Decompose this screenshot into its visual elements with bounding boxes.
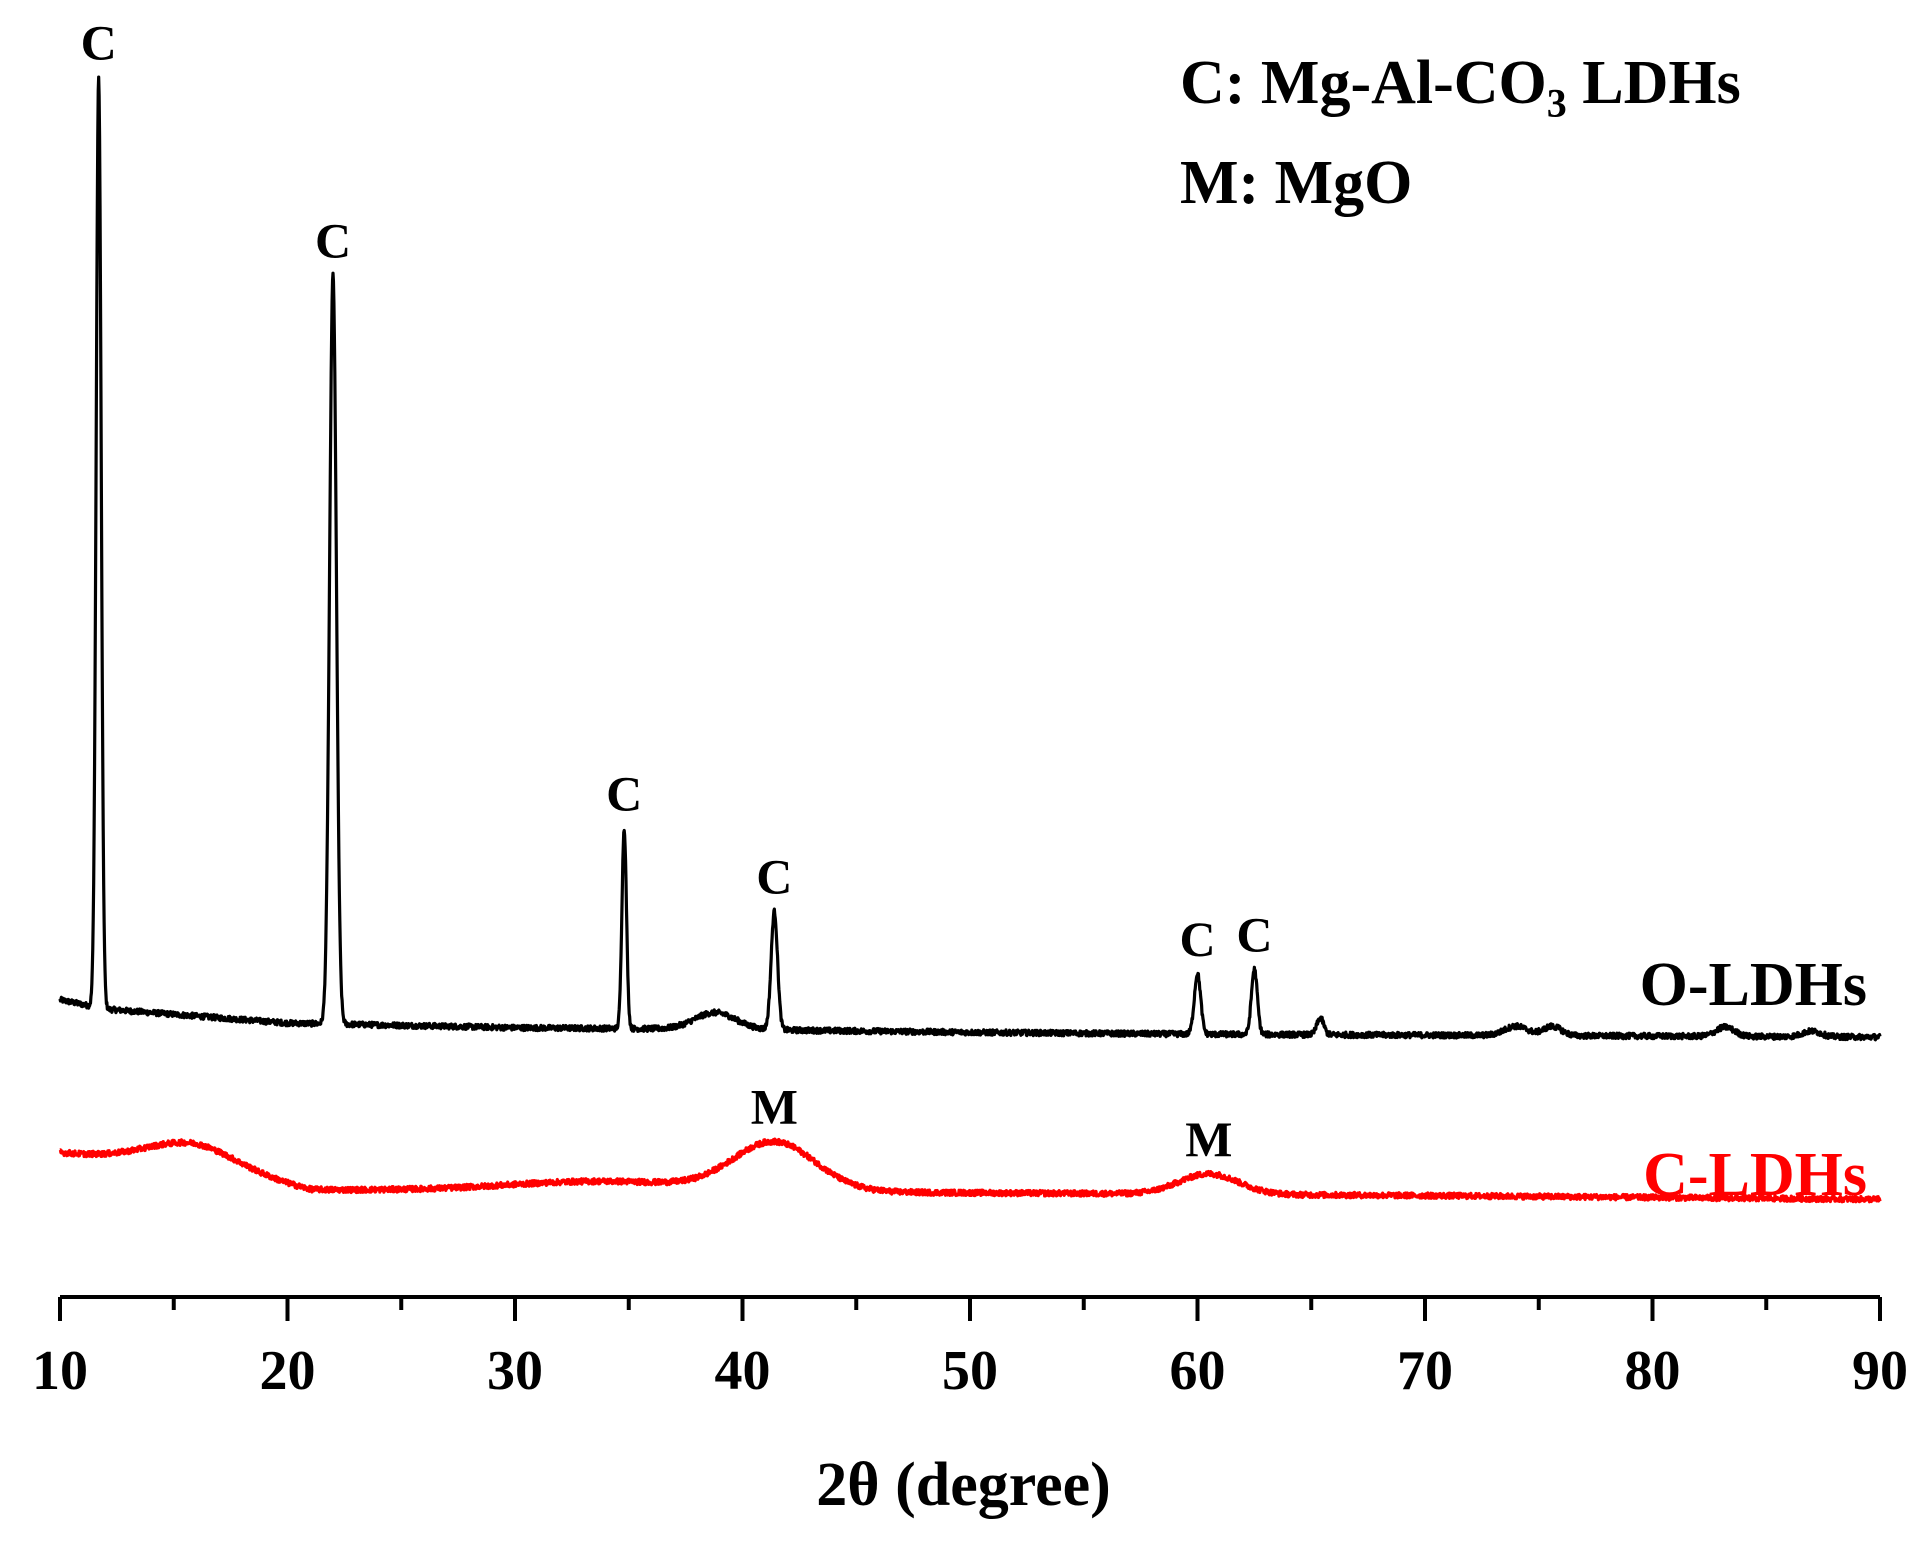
series-label-c-ldhs: C-LDHs (1643, 1141, 1867, 1209)
legend-line-ldhs-suffix: LDHs (1566, 49, 1741, 117)
x-tick-label: 20 (260, 1340, 316, 1402)
legend-subscript: 3 (1546, 80, 1567, 126)
x-tick-label: 30 (487, 1340, 543, 1402)
legend-line-ldhs: C: Mg-Al-CO3 LDHs (1180, 48, 1741, 126)
series-line-o-ldhs (58, 75, 1882, 1042)
peak-label: C (606, 766, 642, 822)
x-tick-label: 40 (715, 1340, 771, 1402)
x-tick-label: 80 (1625, 1340, 1681, 1402)
series-line-c-ldhs (58, 1137, 1882, 1204)
series-group (58, 75, 1882, 1204)
peak-label: C (81, 15, 117, 71)
x-tick-label: 60 (1170, 1340, 1226, 1402)
x-tick-label: 90 (1852, 1340, 1908, 1402)
peak-label: M (1185, 1111, 1232, 1167)
peak-label: C (1179, 911, 1215, 967)
x-tick-label: 70 (1397, 1340, 1453, 1402)
peak-label: C (1236, 906, 1272, 962)
legend-line-ldhs-text: C: Mg-Al-CO (1180, 49, 1547, 117)
x-axis: 10 20 30 40 50 60 70 80 90 (32, 1295, 1908, 1402)
x-axis-title: 2θ (degree) (816, 1451, 1111, 1519)
peak-label: C (756, 849, 792, 905)
legend-line-mgo: M: MgO (1180, 149, 1413, 217)
x-tick-label: 50 (942, 1340, 998, 1402)
series-label-o-ldhs: O-LDHs (1639, 951, 1867, 1019)
peak-label: M (751, 1079, 798, 1135)
x-tick-label: 10 (32, 1340, 88, 1402)
peak-label: C (315, 212, 351, 268)
